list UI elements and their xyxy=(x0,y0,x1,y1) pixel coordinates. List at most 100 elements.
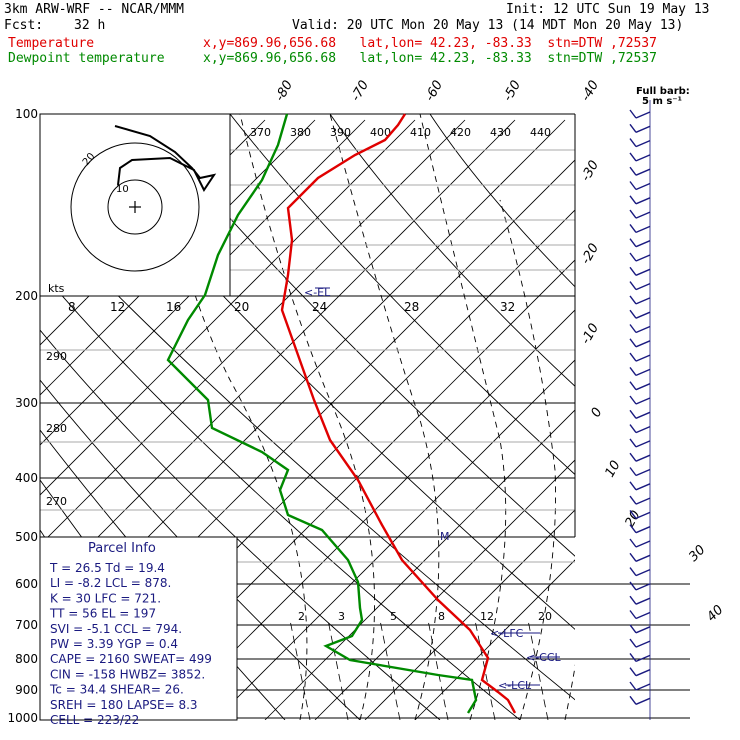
wind-barb-9 xyxy=(629,238,651,248)
theta-top-label-410: 410 xyxy=(410,126,431,139)
wind-barb-29 xyxy=(629,524,651,534)
parcel-info-row-1: LI = -8.2 LCL = 878. xyxy=(50,576,171,590)
theta-top-label-380: 380 xyxy=(290,126,311,139)
wind-barb-41 xyxy=(629,695,651,705)
full-barb-label: Full barb: xyxy=(636,86,690,97)
isotherm-tick-labels: -80 -70 -60 -50 -40 -30 -20 -10 0 10 20 30 40 xyxy=(272,78,726,625)
speed-tick-20: 20 xyxy=(234,300,249,314)
el-annotation: <-EL xyxy=(304,286,331,299)
wind-barb-8 xyxy=(629,223,651,234)
pressure-label-700: 700 xyxy=(15,618,38,632)
theta-label-280: 280 xyxy=(46,422,67,435)
pressure-label-400: 400 xyxy=(15,471,38,485)
model-title: 3km ARW-WRF -- NCAR/MMM xyxy=(4,2,185,17)
dewpoint-legend-label: Dewpoint temperature xyxy=(8,51,165,66)
fcst-label: Fcst: xyxy=(4,18,44,33)
mixing-ratio-tick-labels: 2 3 5 8 12 20 xyxy=(298,610,552,623)
wind-barb-18 xyxy=(629,366,651,377)
parcel-info-row-4: SVI = -5.1 CCL = 794. xyxy=(50,622,182,636)
isotherm-label--50: -50 xyxy=(500,78,524,104)
wind-barb-22 xyxy=(629,424,651,434)
wind-barb-3 xyxy=(629,152,651,162)
wind-barb-33 xyxy=(629,581,651,591)
wind-barb-20 xyxy=(629,395,651,405)
theta-label-290: 290 xyxy=(46,350,67,363)
wind-barb-5 xyxy=(629,181,651,191)
speed-tick-16: 16 xyxy=(166,300,181,314)
wind-barb-23 xyxy=(629,438,651,448)
pressure-label-500: 500 xyxy=(15,530,38,544)
wind-barb-31 xyxy=(629,552,651,562)
m-annotation: M xyxy=(440,530,450,543)
wind-barb-40 xyxy=(629,681,651,691)
pressure-label-200: 200 xyxy=(15,289,38,303)
wind-barb-0 xyxy=(629,109,651,119)
hodograph-ring-outer xyxy=(70,142,200,272)
parcel-info-row-0: T = 26.5 Td = 19.4 xyxy=(49,561,165,575)
theta-top-label-440: 440 xyxy=(530,126,551,139)
hodograph-ring-label-10: 10 xyxy=(116,184,129,195)
isotherm-label-30: 30 xyxy=(686,543,708,565)
theta-top-label-430: 430 xyxy=(490,126,511,139)
parcel-info-title: Parcel Info xyxy=(88,541,156,556)
pressure-tick-labels: 100 200 300 400 500 600 700 800 900 1000 xyxy=(7,107,38,725)
dewpoint-location: x,y=869.96,656.68 lat,lon= 42.23, -83.33… xyxy=(203,51,657,66)
pressure-label-100: 100 xyxy=(15,107,38,121)
dewpoint-series-line xyxy=(166,113,478,714)
parcel-info-row-10: CELL = 223/22 xyxy=(50,713,139,727)
theta-top-label-400: 400 xyxy=(370,126,391,139)
wind-barb-12 xyxy=(629,281,651,291)
wind-barb-10 xyxy=(629,252,651,262)
parcel-info-row-8: Tc = 34.4 SHEAR= 26. xyxy=(49,683,184,697)
hodograph-inset: 10 20 kts xyxy=(39,113,231,297)
isotherm-label--70: -70 xyxy=(348,78,372,104)
wind-barb-26 xyxy=(629,481,651,491)
wind-barb-36 xyxy=(629,624,651,634)
wind-barb-21 xyxy=(629,409,651,419)
valid-time: Valid: 20 UTC Mon 20 May 13 (14 MDT Mon … xyxy=(292,18,684,33)
speed-tick-32: 32 xyxy=(500,300,515,314)
speed-tick-12: 12 xyxy=(110,300,125,314)
speed-tick-8: 8 xyxy=(68,300,76,314)
wind-barb-27 xyxy=(629,495,651,505)
isotherm-label--10: -10 xyxy=(578,321,602,347)
speed-tick-28: 28 xyxy=(404,300,419,314)
speed-tick-24: 24 xyxy=(312,300,327,314)
parcel-info-row-6: CAPE = 2160 SWEAT= 499 xyxy=(50,652,212,666)
wind-barb-1 xyxy=(629,123,651,133)
wind-barb-6 xyxy=(629,195,651,205)
mixing-ratio-label-3: 3 xyxy=(338,610,345,623)
parcel-info-row-5: PW = 3.39 YGP = 0.4 xyxy=(50,637,178,651)
isotherm-label-20: 20 xyxy=(622,508,643,530)
pressure-label-600: 600 xyxy=(15,577,38,591)
wind-barb-14 xyxy=(629,309,651,319)
parcel-info-panel: Parcel Info T = 26.5 Td = 19.4LI = -8.2 … xyxy=(39,536,238,727)
speed-tick-labels: 8 12 16 20 24 28 32 xyxy=(68,300,515,314)
theta-top-label-420: 420 xyxy=(450,126,471,139)
theta-top-label-390: 390 xyxy=(330,126,351,139)
isotherm-label--60: -60 xyxy=(422,78,446,104)
isotherm-label--30: -30 xyxy=(578,158,602,184)
parcel-info-row-2: K = 30 LFC = 721. xyxy=(50,591,161,605)
isotherm-label-0: 0 xyxy=(588,405,605,420)
isotherm-label--80: -80 xyxy=(272,78,296,104)
pressure-label-800: 800 xyxy=(15,652,38,666)
level-annotations: <-EL <-LFC <-CCL <-LCL M xyxy=(304,286,562,692)
moist-adiabat-lines xyxy=(149,114,575,720)
mixing-ratio-lines xyxy=(289,619,549,720)
wind-barb-7 xyxy=(629,209,651,219)
isotherm-label--20: -20 xyxy=(578,241,602,267)
theta-label-270: 270 xyxy=(46,495,67,508)
temperature-legend-label: Temperature xyxy=(8,36,95,51)
fcst-value: 32 h xyxy=(74,18,106,33)
theta-top-label-370: 370 xyxy=(250,126,271,139)
parcel-info-row-3: TT = 56 EL = 197 xyxy=(49,607,156,621)
wind-barb-37 xyxy=(629,638,651,648)
parcel-info-row-9: SREH = 180 LAPSE= 8.3 xyxy=(50,698,198,712)
wind-barb-13 xyxy=(629,295,651,305)
wind-barb-17 xyxy=(629,352,651,362)
wind-barb-28 xyxy=(629,509,651,520)
wind-barb-2 xyxy=(629,138,651,148)
hodograph-trace xyxy=(114,125,217,192)
